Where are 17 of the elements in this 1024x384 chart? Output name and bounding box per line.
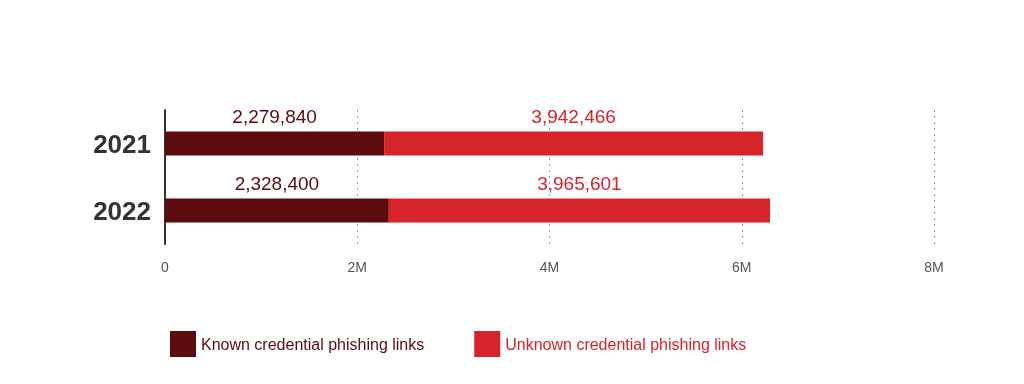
x-tick-label: 2M bbox=[347, 259, 367, 275]
x-tick-label: 8M bbox=[924, 259, 944, 275]
y-tick-label: 2021 bbox=[93, 128, 151, 159]
data-label: 2,279,840 bbox=[232, 105, 317, 127]
y-tick-label: 2022 bbox=[93, 195, 151, 226]
data-label: 3,942,466 bbox=[531, 105, 616, 127]
data-label: 2,328,400 bbox=[234, 172, 320, 194]
bar bbox=[384, 131, 764, 156]
x-tick-label: 6M bbox=[732, 259, 752, 275]
legend-label: Known credential phishing links bbox=[201, 335, 425, 353]
bar bbox=[388, 198, 771, 223]
x-tick-label: 0 bbox=[161, 259, 170, 275]
legend-label: Unknown credential phishing links bbox=[505, 335, 747, 353]
bar bbox=[165, 198, 389, 223]
bar bbox=[165, 131, 385, 156]
x-tick-label: 4M bbox=[539, 259, 560, 275]
data-label: 3,965,601 bbox=[537, 172, 622, 194]
